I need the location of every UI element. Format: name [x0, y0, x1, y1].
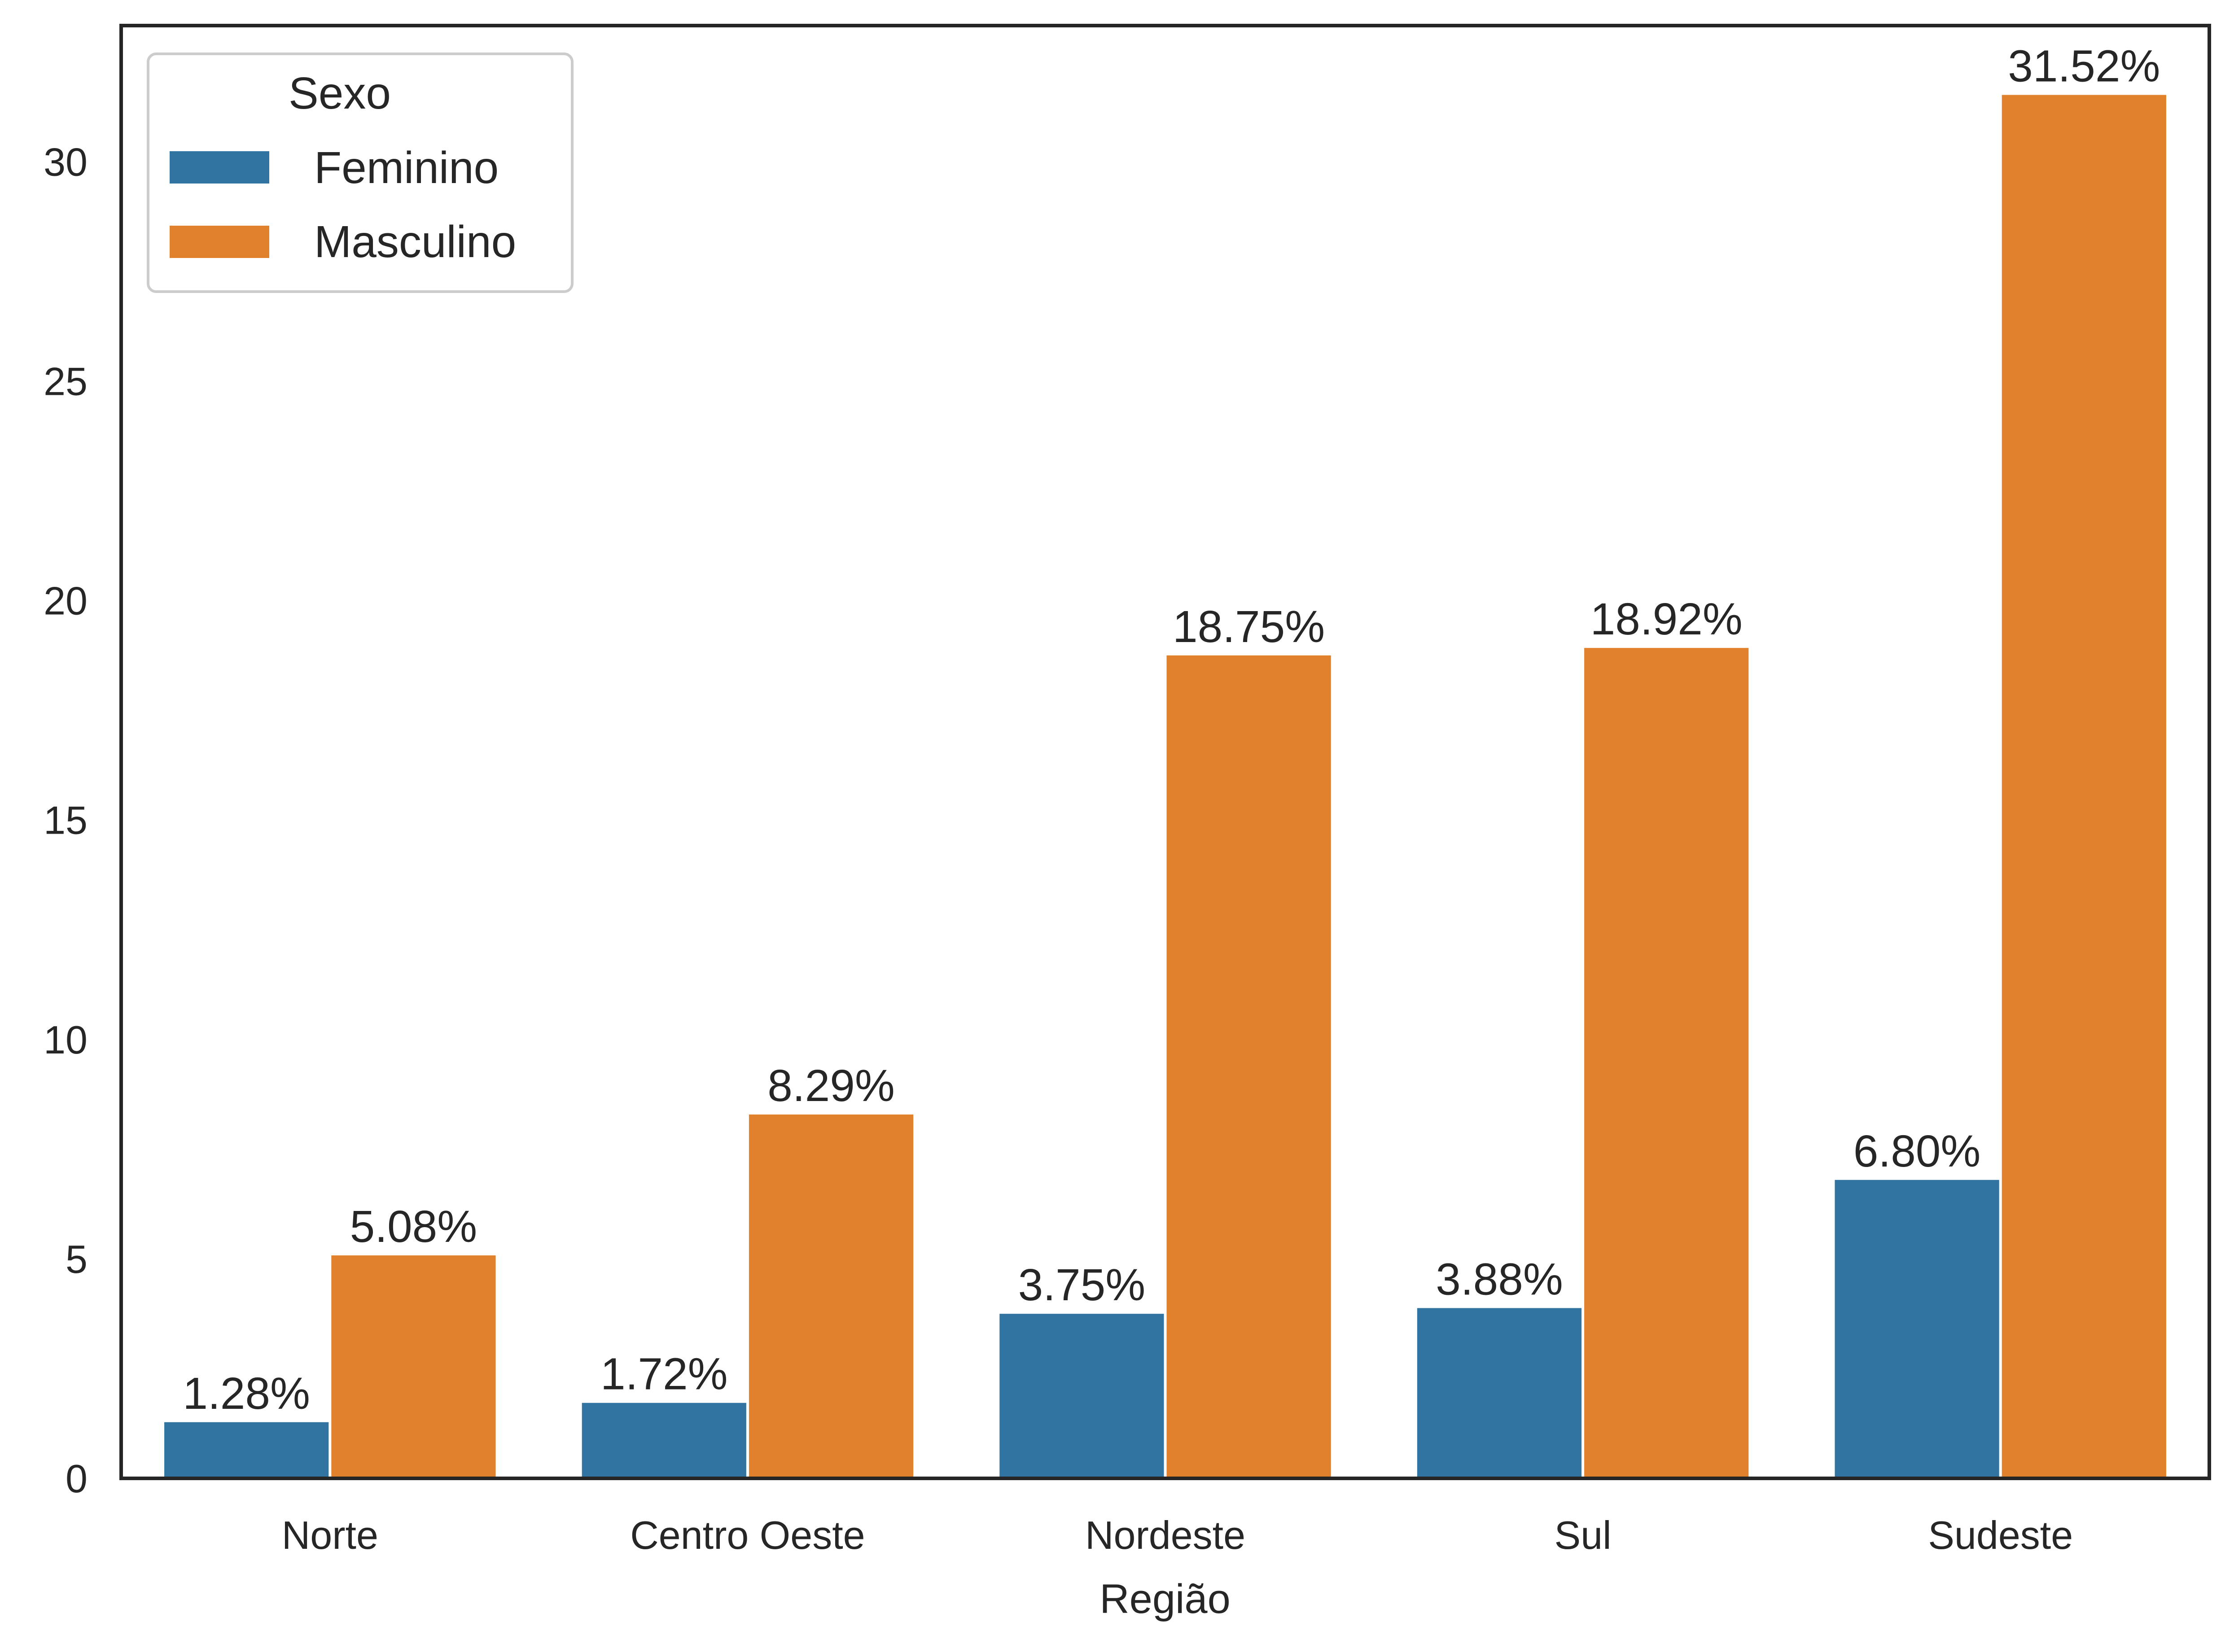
- y-tick-label: 5: [66, 1237, 88, 1281]
- bar-masculino-sul: [1584, 648, 1749, 1478]
- bar-masculino-nordeste: [1166, 655, 1331, 1478]
- x-tick-label: Sul: [1555, 1513, 1612, 1557]
- legend: Sexo Feminino Masculino: [147, 52, 574, 293]
- bar-feminino-nordeste: [999, 1314, 1164, 1478]
- y-axis-ticks: 0 5 10 15 20 25 30: [44, 140, 88, 1501]
- y-tick-label: 10: [44, 1018, 88, 1062]
- bar-feminino-sul: [1417, 1308, 1582, 1478]
- x-axis-title: Região: [1099, 1576, 1231, 1622]
- y-tick-label: 20: [44, 579, 88, 623]
- y-tick-label: 25: [44, 359, 88, 403]
- legend-title: Sexo: [289, 68, 391, 118]
- legend-label-feminino: Feminino: [314, 143, 499, 193]
- plot-frame: [119, 24, 2211, 1480]
- x-tick-label: Nordeste: [1085, 1513, 1245, 1557]
- data-label-feminino-sudeste: 6.80%: [1853, 1126, 1981, 1176]
- x-axis-ticks: Norte Centro Oeste Nordeste Sul Sudeste: [282, 1513, 2073, 1557]
- bar-feminino-norte: [164, 1422, 329, 1478]
- bar-masculino-centro-oeste: [749, 1114, 914, 1478]
- y-tick-label: 15: [44, 798, 88, 843]
- bars-layer: [164, 95, 2166, 1478]
- data-label-feminino-centro-oeste: 1.72%: [600, 1349, 728, 1399]
- data-label-masculino-centro-oeste: 8.29%: [767, 1061, 895, 1111]
- x-tick-label: Norte: [282, 1513, 378, 1557]
- y-tick-label: 30: [44, 140, 88, 184]
- legend-swatch-feminino: [170, 151, 269, 184]
- legend-swatch-masculino: [170, 226, 269, 258]
- data-label-masculino-norte: 5.08%: [350, 1202, 477, 1252]
- x-tick-label: Sudeste: [1928, 1513, 2073, 1557]
- data-label-feminino-norte: 1.28%: [183, 1368, 310, 1419]
- data-label-masculino-sudeste: 31.52%: [2008, 41, 2160, 92]
- legend-label-masculino: Masculino: [314, 217, 516, 267]
- data-label-feminino-nordeste: 3.75%: [1018, 1260, 1146, 1310]
- bar-feminino-sudeste: [1835, 1180, 1999, 1478]
- bar-masculino-sudeste: [2002, 95, 2166, 1478]
- y-tick-label: 0: [66, 1456, 88, 1501]
- data-labels-layer: 1.28% 1.72% 3.75% 3.88% 6.80% 5.08% 8.29% 18.75…: [183, 41, 2160, 1419]
- data-label-masculino-sul: 18.92%: [1590, 594, 1743, 644]
- x-tick-label: Centro Oeste: [630, 1513, 865, 1557]
- bar-feminino-centro-oeste: [582, 1403, 746, 1478]
- data-label-masculino-nordeste: 18.75%: [1173, 602, 1325, 652]
- bar-masculino-norte: [331, 1255, 496, 1478]
- data-label-feminino-sul: 3.88%: [1436, 1254, 1563, 1304]
